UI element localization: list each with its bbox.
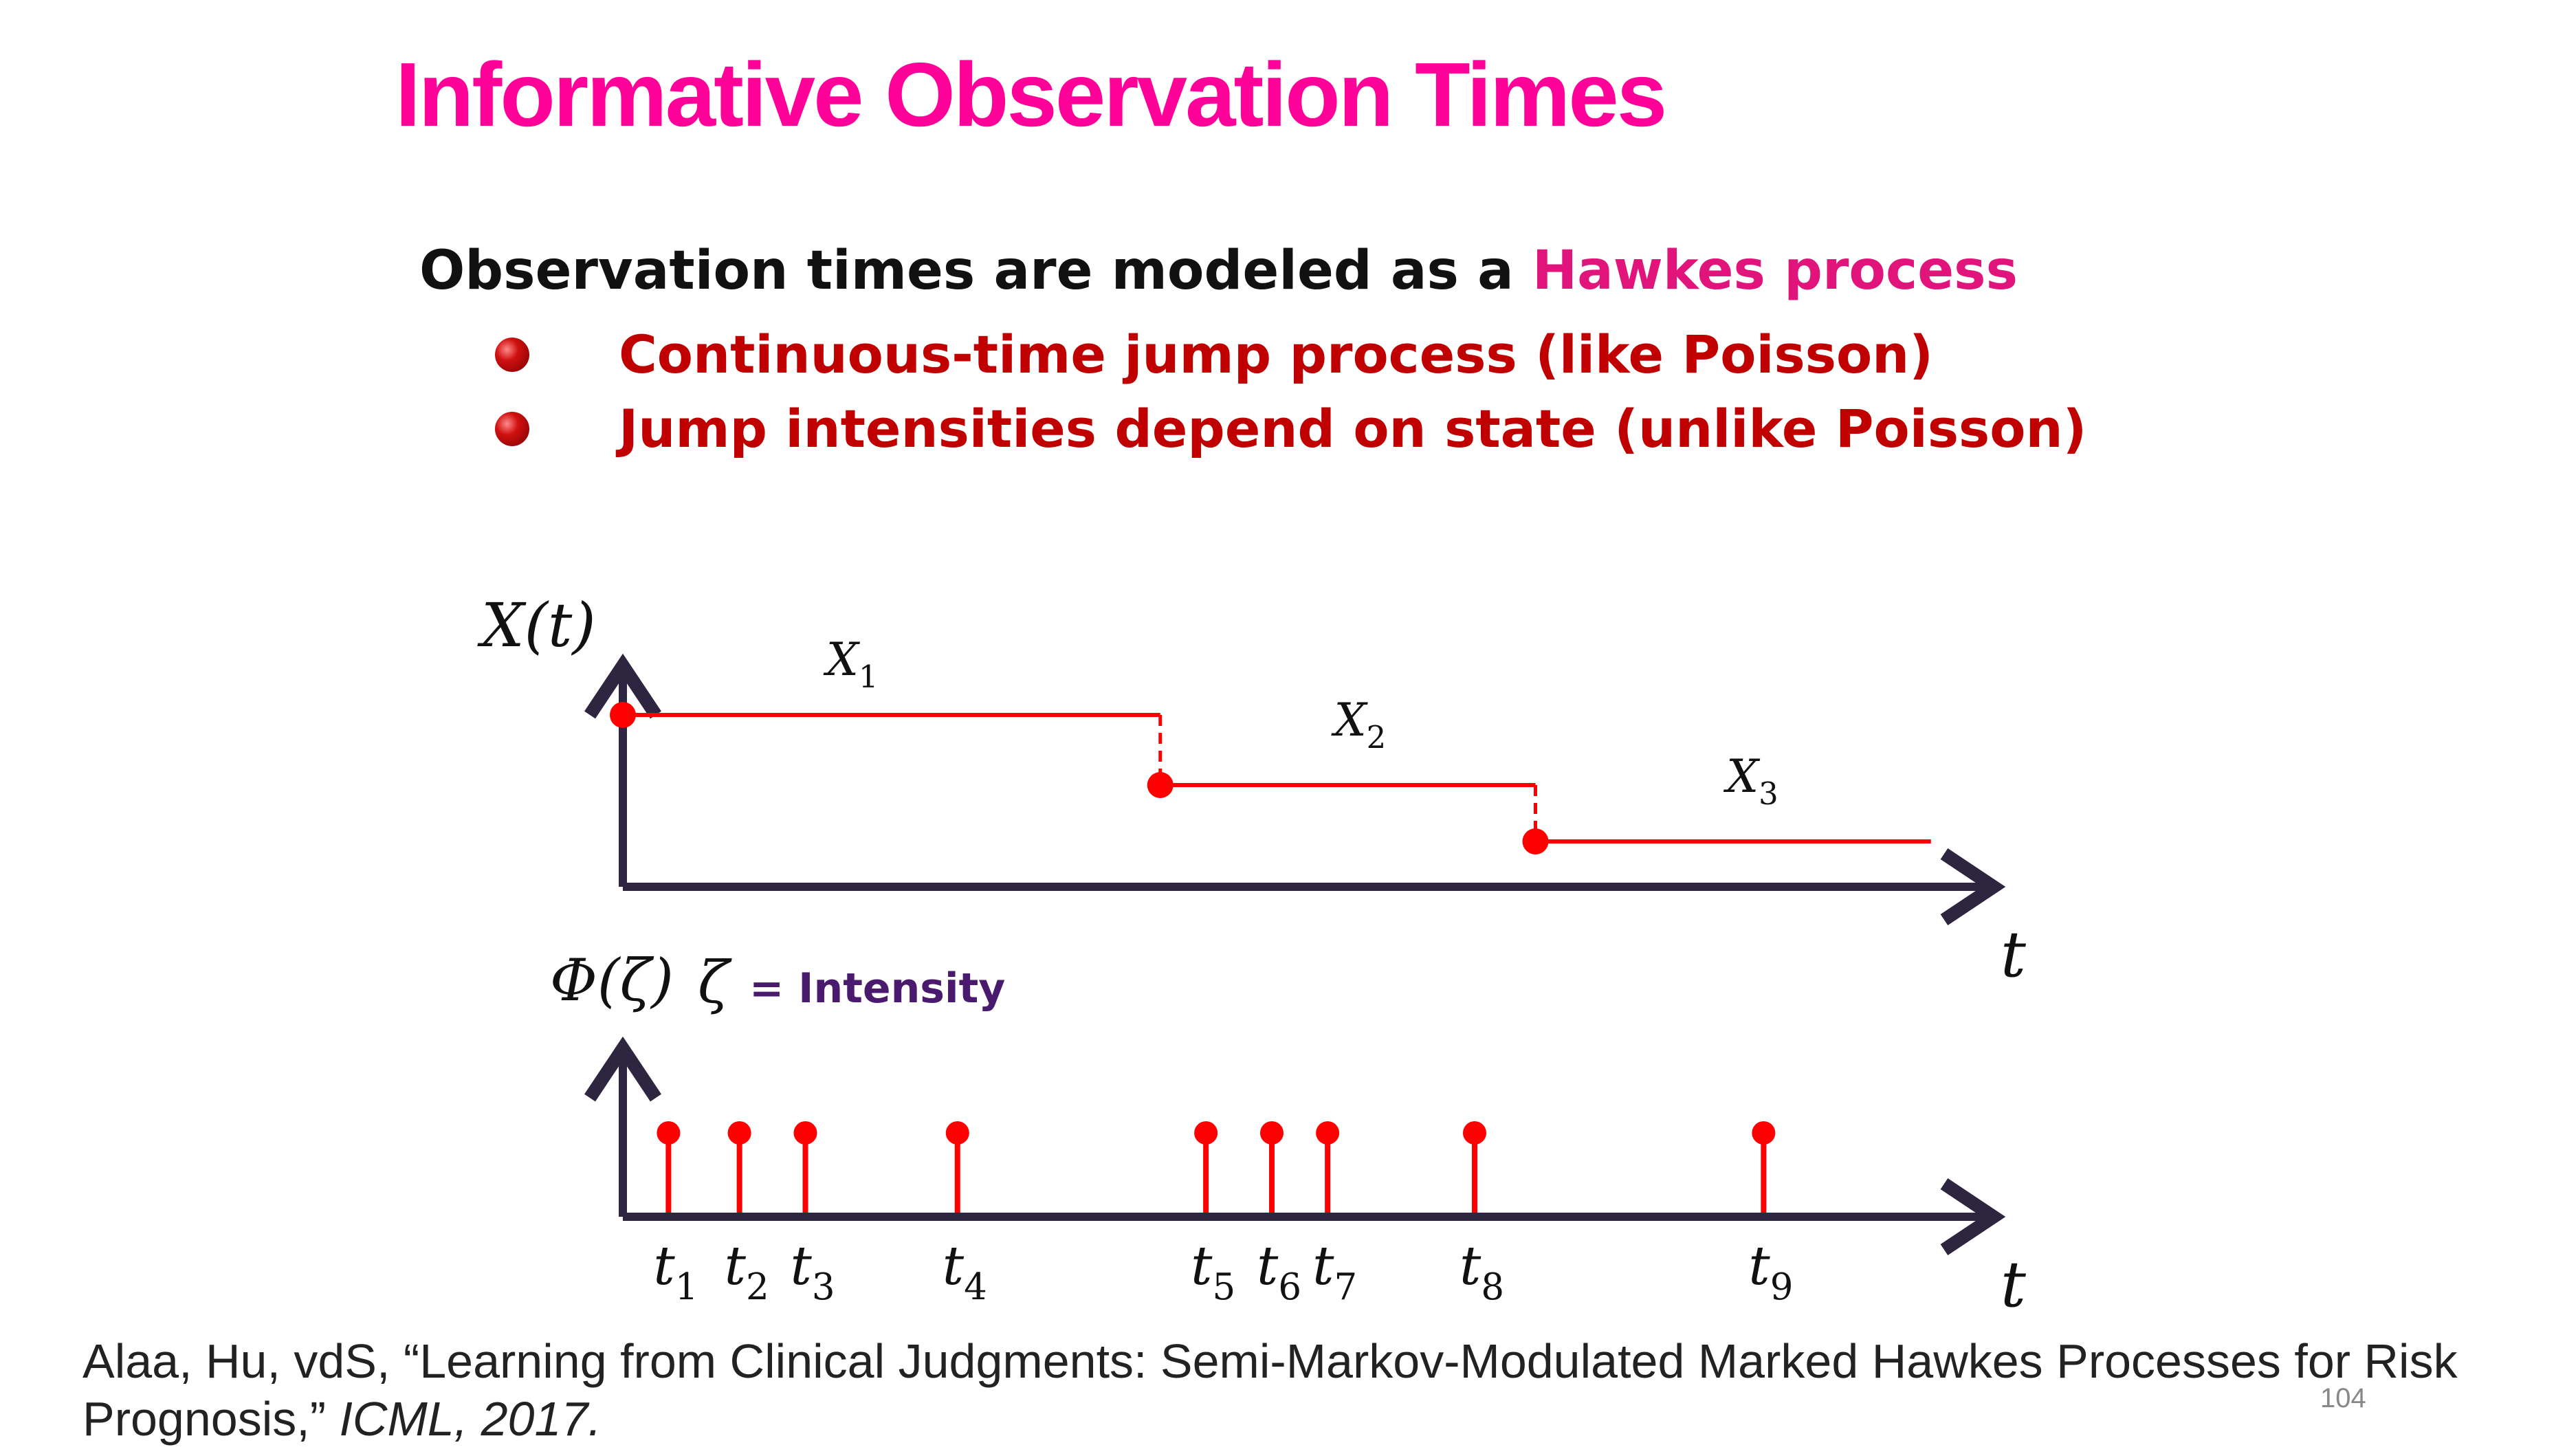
state-label-subscript: 2 [1367,719,1387,755]
page-number: 104 [2320,1383,2366,1413]
bullet-text: Continuous-time jump process (like Poiss… [619,324,1934,386]
state-jump-point [1147,772,1174,798]
observation-point [1463,1121,1486,1145]
observation-point [1316,1121,1340,1145]
observation-time-label: t1 [653,1235,698,1308]
observation-time-label-subscript: 9 [1770,1266,1794,1308]
observation-time-label: t4 [943,1235,987,1308]
observation-time-label-subscript: 6 [1278,1266,1301,1308]
observation-point [793,1121,817,1145]
observation-time-label-subscript: 5 [1212,1266,1235,1308]
observation-time-label-subscript: 3 [812,1266,835,1308]
observation-point [1194,1121,1218,1145]
citation-text: Alaa, Hu, vdS, “Learning from Clinical J… [82,1334,2458,1446]
observation-point [1752,1121,1776,1145]
slide-title: Informative Observation Times [395,44,1667,145]
observation-time-label: t8 [1459,1235,1504,1308]
observation-time-label-base: t [1312,1235,1334,1297]
observation-time-label: t3 [791,1235,835,1308]
state-label-base: X [1331,694,1369,747]
state-label-subscript: 1 [859,659,879,695]
observation-time-label-base: t [1459,1235,1481,1297]
observation-time-label-base: t [725,1235,747,1297]
observation-time-label-subscript: 2 [746,1266,769,1308]
observation-time-label: t2 [725,1235,769,1308]
zeta-symbol: ζ [698,949,732,1016]
observation-time-label: t9 [1748,1235,1793,1308]
observation-point [945,1121,969,1145]
intensity-time-label: t [2001,1248,2027,1321]
observation-time-label-base: t [1748,1235,1770,1297]
citation-venue: ICML, 2017. [339,1392,602,1446]
bullet-dot-icon [495,338,529,372]
bullet-text: Jump intensities depend on state (unlike… [619,398,2087,460]
observation-time-label-subscript: 1 [675,1266,698,1308]
state-jump-point [610,702,636,728]
state-axis-label: X(t) [477,590,596,661]
bullet-list: Continuous-time jump process (like Poiss… [495,318,2214,466]
state-label-base: X [1723,750,1761,803]
state-label: X1 [823,633,879,695]
bullet-item: Jump intensities depend on state (unlike… [495,392,2214,466]
intensity-axis-label: Φ(ζ) [550,947,674,1014]
observation-point [727,1121,751,1145]
citation: Alaa, Hu, vdS, “Learning from Clinical J… [82,1332,2530,1448]
state-label-subscript: 3 [1759,775,1778,812]
zeta-legend: = Intensity [749,964,1005,1013]
state-time-label: t [2001,918,2027,991]
observation-point [657,1121,681,1145]
state-jump-point [1522,828,1549,854]
observation-time-label-base: t [1257,1235,1279,1297]
subtitle: Observation times are modeled as a Hawke… [419,239,2207,304]
bullet-item: Continuous-time jump process (like Poiss… [495,318,2214,392]
observation-time-label-subscript: 8 [1481,1266,1504,1308]
observation-point [1260,1121,1283,1145]
observation-time-label-base: t [943,1235,965,1297]
state-label-base: X [823,633,861,686]
observation-time-label: t6 [1257,1235,1301,1308]
subtitle-highlight: Hawkes process [1532,240,2018,302]
observation-time-label-base: t [1191,1235,1213,1297]
observation-stems: t1 t2 t3 t4 t5 t6 t7 t8 t9 [653,1121,1793,1308]
observation-time-label: t5 [1191,1235,1235,1308]
observation-time-label: t7 [1312,1235,1357,1308]
observation-time-label-subscript: 4 [964,1266,987,1308]
subtitle-prefix: Observation times are modeled as a [419,240,1532,302]
observation-time-label-base: t [653,1235,675,1297]
observation-time-label-base: t [791,1235,813,1297]
bullet-dot-icon [495,412,529,446]
state-label: X2 [1331,694,1387,755]
state-label: X3 [1723,750,1778,812]
observation-time-label-subscript: 7 [1334,1266,1357,1308]
